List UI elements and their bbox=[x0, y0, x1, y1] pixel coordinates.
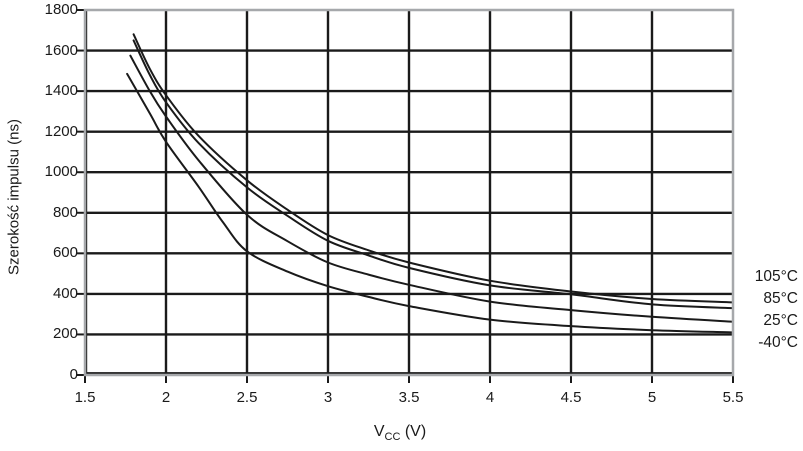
x-tick-label-1.5: 1.5 bbox=[74, 389, 96, 406]
y-tick-label-1200: 1200 bbox=[44, 122, 78, 140]
x-tick-label-4: 4 bbox=[485, 389, 495, 406]
legend-label-25-c: 25°C bbox=[763, 312, 798, 329]
y-tick-label-1800: 1800 bbox=[44, 1, 78, 18]
legend-label-105-c: 105°C bbox=[754, 268, 798, 285]
curve-25-c bbox=[129, 54, 734, 323]
legend-label--40-c: -40°C bbox=[758, 334, 798, 351]
x-axis-title-main: V bbox=[373, 423, 385, 440]
curve-105-c bbox=[132, 33, 734, 304]
x-tick-label-3.5: 3.5 bbox=[398, 389, 420, 406]
x-tick-label-4.5: 4.5 bbox=[560, 389, 582, 406]
y-tick-label-1000: 1000 bbox=[44, 163, 78, 181]
x-tick-label-5: 5 bbox=[647, 389, 657, 406]
x-axis-title-unit: (V) bbox=[404, 423, 427, 440]
y-tick-label-400: 400 bbox=[52, 284, 78, 302]
y-tick-label-600: 600 bbox=[52, 244, 78, 262]
y-tick-label-1400: 1400 bbox=[44, 82, 78, 100]
legend: 105°C 85°C 25°C -40°C bbox=[755, 266, 798, 354]
x-axis-title-subscript: CC bbox=[384, 431, 401, 444]
y-tick-label-0: 0 bbox=[69, 366, 78, 383]
x-tick-label-2: 2 bbox=[161, 389, 171, 406]
x-tick-label-2.5: 2.5 bbox=[236, 389, 258, 406]
x-axis-title: VCC (V) bbox=[374, 423, 426, 443]
x-tick-label-3: 3 bbox=[323, 389, 333, 406]
legend-label-85-c: 85°C bbox=[763, 290, 798, 307]
x-tick-label-5.5: 5.5 bbox=[722, 389, 744, 406]
y-axis-title-text: Szerokość impulsu (ns) bbox=[5, 119, 23, 275]
y-tick-label-800: 800 bbox=[52, 203, 78, 221]
plot-border bbox=[83, 8, 735, 377]
y-tick-label-1600: 1600 bbox=[44, 41, 78, 59]
y-tick-label-200: 200 bbox=[52, 325, 78, 343]
curve-85-c bbox=[132, 39, 734, 310]
curve--40-c bbox=[126, 72, 734, 334]
